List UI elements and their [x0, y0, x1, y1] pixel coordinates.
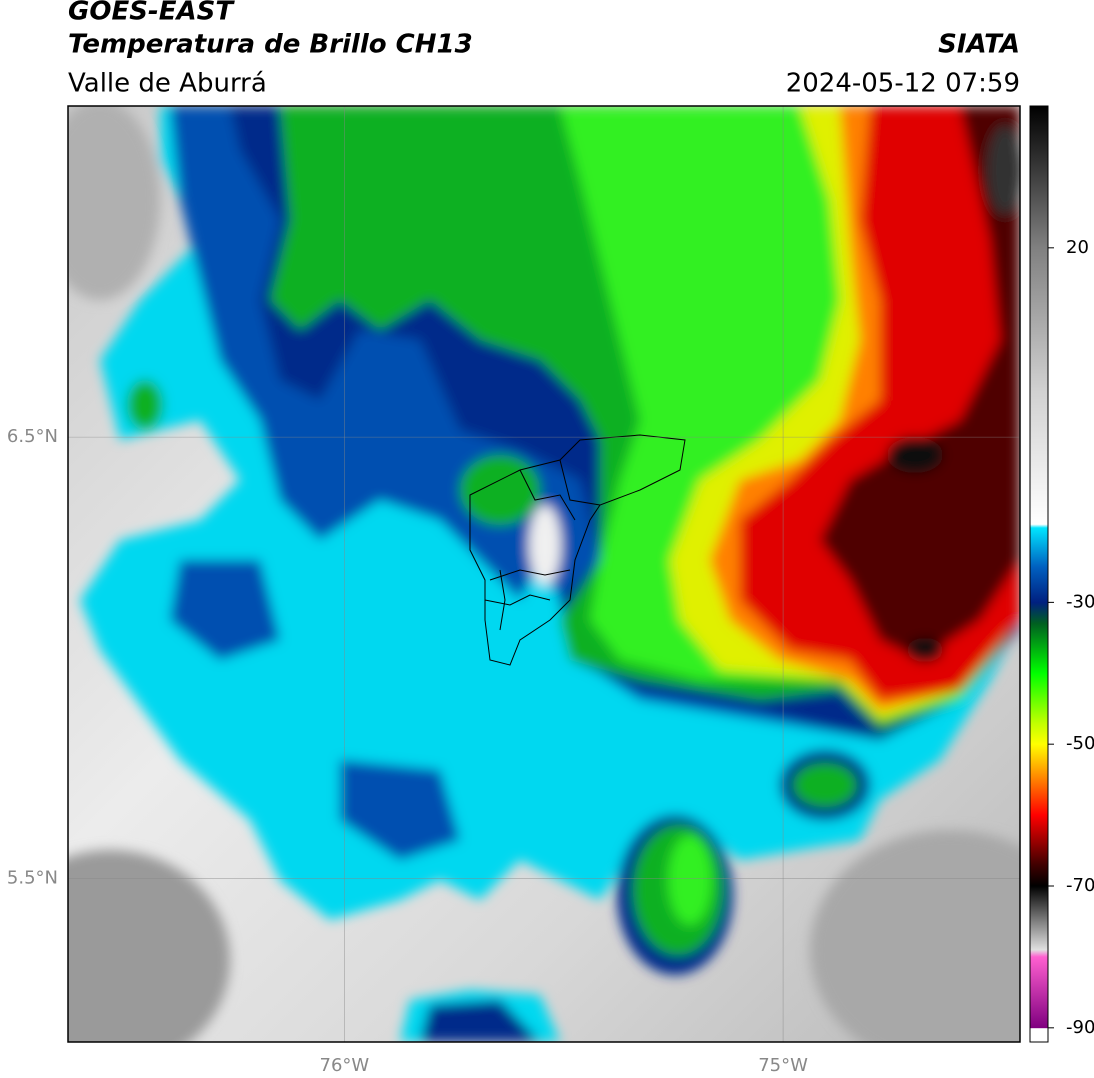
- satellite: GOES-EAST: [68, 0, 235, 27]
- datetime: 2024-05-12 07:59: [786, 69, 1020, 99]
- x-tick-label: 76°W: [320, 1055, 370, 1076]
- municipal-boundaries: [469, 434, 686, 666]
- y-tick-label: 5.5°N: [7, 868, 58, 889]
- product: Temperatura de Brillo CH13: [68, 30, 473, 60]
- colorbar-tick-label: -50: [1066, 733, 1094, 754]
- colorbar-tick-label: -70: [1066, 875, 1094, 896]
- satellite-image: [68, 106, 1020, 1042]
- colorbar-tick-label: -90: [1066, 1017, 1094, 1038]
- x-tick-label: 75°W: [758, 1055, 808, 1076]
- source: SIATA: [938, 30, 1020, 60]
- region: Valle de Aburrá: [68, 69, 267, 99]
- map-frame: [67, 105, 1021, 1043]
- y-tick-label: 6.5°N: [7, 426, 58, 447]
- colorbar-tick-label: -30: [1066, 591, 1094, 612]
- colorbar-tick-label: 20: [1066, 237, 1089, 258]
- colorbar: [1029, 105, 1049, 1043]
